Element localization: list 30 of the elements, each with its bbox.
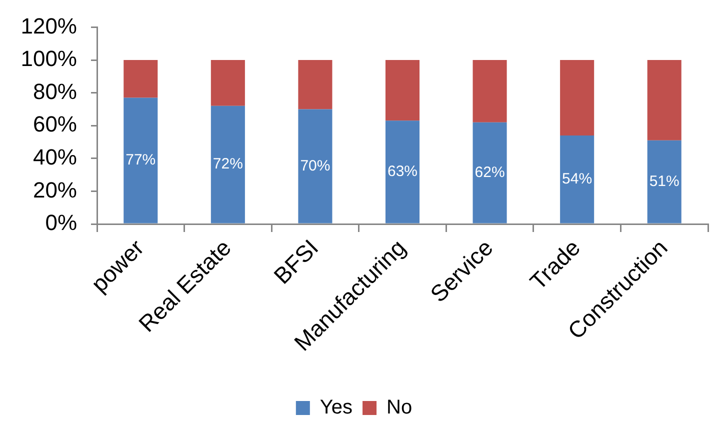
bar xyxy=(124,60,158,98)
bar xyxy=(647,140,682,224)
bar xyxy=(298,109,332,224)
y-tick-label: 80% xyxy=(32,78,77,104)
bar xyxy=(647,60,682,140)
y-tick-label: 40% xyxy=(32,144,77,170)
data-label: 77% xyxy=(126,152,156,169)
data-label: 62% xyxy=(474,164,505,181)
y-tick-label: 120% xyxy=(20,13,77,38)
legend-label: No xyxy=(386,396,412,419)
y-tick-label: 60% xyxy=(32,112,77,137)
bar xyxy=(472,60,507,122)
bar xyxy=(210,60,245,106)
bar xyxy=(385,60,420,121)
data-label: 72% xyxy=(212,156,243,173)
data-label: 70% xyxy=(300,157,330,174)
data-label: 51% xyxy=(649,172,680,190)
bar xyxy=(560,135,594,224)
bar xyxy=(124,98,158,224)
data-label: 54% xyxy=(562,170,592,188)
bar xyxy=(298,60,332,110)
bar xyxy=(560,60,594,136)
data-label: 63% xyxy=(387,163,418,180)
bar xyxy=(472,122,507,224)
y-tick-label: 20% xyxy=(32,177,77,202)
bar xyxy=(385,120,420,224)
legend-label: Yes xyxy=(320,396,353,419)
bar xyxy=(210,106,245,224)
y-tick-label: 0% xyxy=(45,210,77,236)
y-tick-label: 100% xyxy=(20,46,77,72)
